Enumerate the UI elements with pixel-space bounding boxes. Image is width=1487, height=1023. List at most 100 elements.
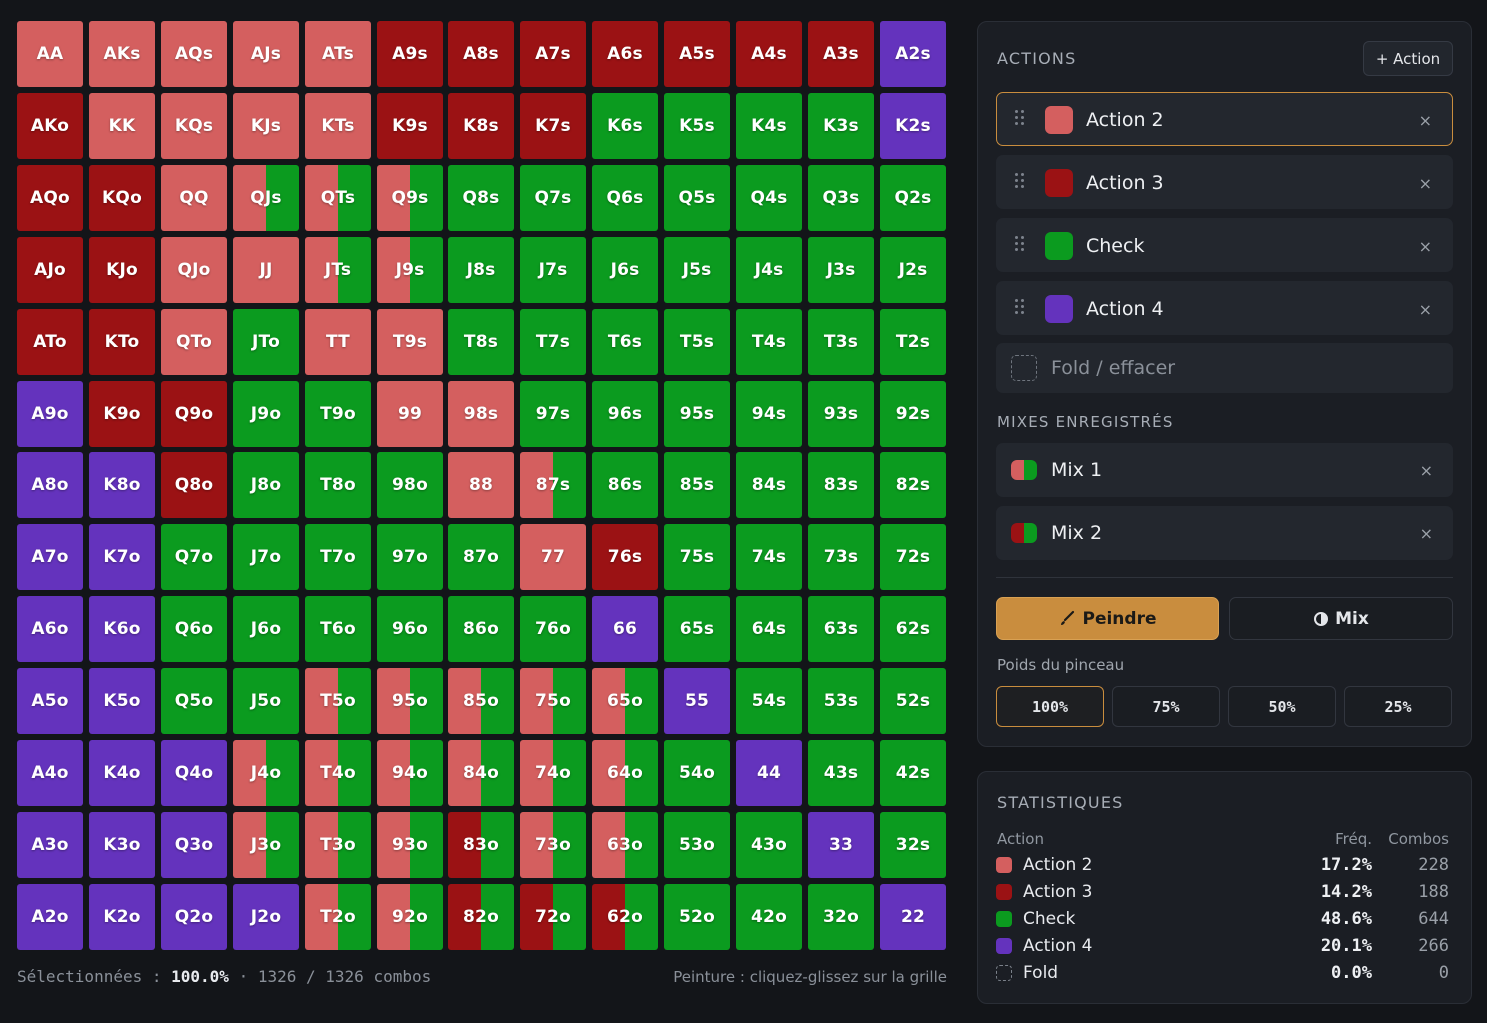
hand-cell[interactable]: 88 — [448, 452, 514, 518]
hand-cell[interactable]: 97o — [377, 524, 443, 590]
hand-cell[interactable]: 52s — [880, 668, 946, 734]
hand-cell[interactable]: K3o — [89, 812, 155, 878]
hand-cell[interactable]: T3s — [808, 309, 874, 375]
remove-icon[interactable]: × — [1419, 461, 1433, 480]
hand-cell[interactable]: K4s — [736, 93, 802, 159]
hand-cell[interactable]: 86s — [592, 452, 658, 518]
hand-cell[interactable]: Q7s — [520, 165, 586, 231]
hand-cell[interactable]: Q8o — [161, 452, 227, 518]
hand-cell[interactable]: 98o — [377, 452, 443, 518]
hand-cell[interactable]: J2s — [880, 237, 946, 303]
hand-cell[interactable]: A5o — [17, 668, 83, 734]
hand-cell[interactable]: A8o — [17, 452, 83, 518]
hand-cell[interactable]: QQ — [161, 165, 227, 231]
brush-weight-button[interactable]: 50% — [1228, 686, 1336, 727]
hand-cell[interactable]: 77 — [520, 524, 586, 590]
hand-cell[interactable]: Q3s — [808, 165, 874, 231]
hand-cell[interactable]: T6s — [592, 309, 658, 375]
saved-mix-item[interactable]: Mix 1 × — [996, 443, 1453, 497]
hand-cell[interactable]: 62s — [880, 596, 946, 662]
hand-cell[interactable]: KK — [89, 93, 155, 159]
hand-cell[interactable]: A9o — [17, 381, 83, 447]
hand-cell[interactable]: 83o — [448, 812, 514, 878]
action-item[interactable]: Action 2 × — [996, 92, 1453, 146]
hand-cell[interactable]: T6o — [305, 596, 371, 662]
hand-cell[interactable]: 33 — [808, 812, 874, 878]
hand-cell[interactable]: K4o — [89, 740, 155, 806]
hand-cell[interactable]: J2o — [233, 884, 299, 950]
hand-cell[interactable]: T3o — [305, 812, 371, 878]
hand-cell[interactable]: J6s — [592, 237, 658, 303]
hand-cell[interactable]: QJs — [233, 165, 299, 231]
hand-cell[interactable]: K5o — [89, 668, 155, 734]
action-item[interactable]: Check × — [996, 218, 1453, 272]
hand-cell[interactable]: 95o — [377, 668, 443, 734]
hand-cell[interactable]: 93s — [808, 381, 874, 447]
hand-cell[interactable]: Q5o — [161, 668, 227, 734]
hand-cell[interactable]: TT — [305, 309, 371, 375]
hand-cell[interactable]: 65o — [592, 668, 658, 734]
hand-cell[interactable]: K9s — [377, 93, 443, 159]
hand-cell[interactable]: 82s — [880, 452, 946, 518]
hand-cell[interactable]: 75o — [520, 668, 586, 734]
hand-cell[interactable]: 43o — [736, 812, 802, 878]
brush-weight-button[interactable]: 100% — [996, 686, 1104, 727]
hand-cell[interactable]: T9s — [377, 309, 443, 375]
hand-cell[interactable]: 87s — [520, 452, 586, 518]
drag-handle-icon[interactable] — [1015, 236, 1027, 254]
hand-cell[interactable]: 53s — [808, 668, 874, 734]
hand-cell[interactable]: A7o — [17, 524, 83, 590]
action-color-swatch[interactable] — [1045, 106, 1073, 134]
hand-cell[interactable]: Q2o — [161, 884, 227, 950]
hand-cell[interactable]: 32o — [808, 884, 874, 950]
hand-cell[interactable]: A5s — [664, 21, 730, 87]
hand-cell[interactable]: 87o — [448, 524, 514, 590]
hand-cell[interactable]: K9o — [89, 381, 155, 447]
hand-cell[interactable]: 64s — [736, 596, 802, 662]
remove-icon[interactable]: × — [1418, 300, 1432, 319]
hand-cell[interactable]: 98s — [448, 381, 514, 447]
action-color-swatch[interactable] — [1045, 232, 1073, 260]
hand-cell[interactable]: K3s — [808, 93, 874, 159]
hand-cell[interactable]: KQs — [161, 93, 227, 159]
hand-cell[interactable]: 65s — [664, 596, 730, 662]
hand-cell[interactable]: Q4s — [736, 165, 802, 231]
hand-cell[interactable]: 82o — [448, 884, 514, 950]
hand-cell[interactable]: 94o — [377, 740, 443, 806]
hand-cell[interactable]: A6o — [17, 596, 83, 662]
hand-cell[interactable]: J3o — [233, 812, 299, 878]
hand-cell[interactable]: JJ — [233, 237, 299, 303]
hand-cell[interactable]: A3o — [17, 812, 83, 878]
hand-cell[interactable]: 42o — [736, 884, 802, 950]
hand-cell[interactable]: AQo — [17, 165, 83, 231]
hand-cell[interactable]: J4o — [233, 740, 299, 806]
hand-cell[interactable]: AKo — [17, 93, 83, 159]
hand-cell[interactable]: 99 — [377, 381, 443, 447]
hand-cell[interactable]: 92s — [880, 381, 946, 447]
hand-cell[interactable]: Q8s — [448, 165, 514, 231]
action-item[interactable]: Action 3 × — [996, 155, 1453, 209]
hand-cell[interactable]: K5s — [664, 93, 730, 159]
hand-cell[interactable]: T8s — [448, 309, 514, 375]
hand-cell[interactable]: Q5s — [664, 165, 730, 231]
hand-cell[interactable]: 86o — [448, 596, 514, 662]
hand-cell[interactable]: T7s — [520, 309, 586, 375]
hand-cell[interactable]: T9o — [305, 381, 371, 447]
hand-cell[interactable]: T4s — [736, 309, 802, 375]
hand-cell[interactable]: 85s — [664, 452, 730, 518]
hand-cell[interactable]: 55 — [664, 668, 730, 734]
drag-handle-icon[interactable] — [1015, 299, 1027, 317]
hand-cell[interactable]: AQs — [161, 21, 227, 87]
hand-cell[interactable]: 52o — [664, 884, 730, 950]
hand-cell[interactable]: 44 — [736, 740, 802, 806]
hand-cell[interactable]: 22 — [880, 884, 946, 950]
hand-cell[interactable]: ATs — [305, 21, 371, 87]
hand-cell[interactable]: QTs — [305, 165, 371, 231]
hand-cell[interactable]: 43s — [808, 740, 874, 806]
hand-cell[interactable]: K2s — [880, 93, 946, 159]
hand-cell[interactable]: 76s — [592, 524, 658, 590]
hand-cell[interactable]: 66 — [592, 596, 658, 662]
hand-cell[interactable]: 73s — [808, 524, 874, 590]
hand-cell[interactable]: T2o — [305, 884, 371, 950]
saved-mix-item[interactable]: Mix 2 × — [996, 506, 1453, 560]
